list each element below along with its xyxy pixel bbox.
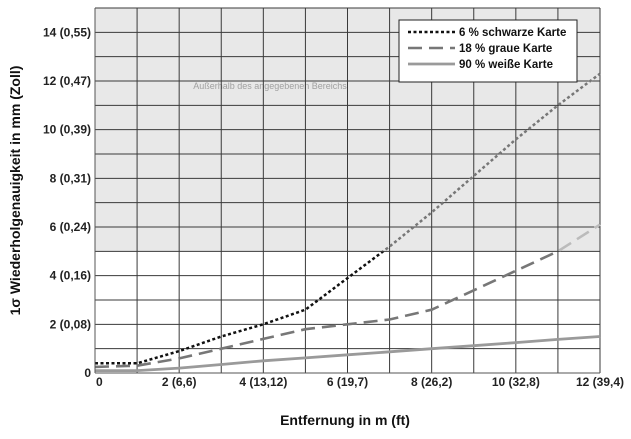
x-axis-title: Entfernung in m (ft) [280,412,410,428]
x-tick-label: 8 (26,2) [411,375,452,389]
y-tick-label: 2 (0,08) [50,317,91,331]
x-tick-label: 10 (32,8) [492,375,540,389]
grid [94,7,601,374]
y-tick-label: 6 (0,24) [50,220,91,234]
shaded-region-label: Außerhalb des angegebenen Bereichs [193,81,347,91]
legend-label: 6 % schwarze Karte [459,27,566,39]
series-lines [94,72,601,372]
x-tick-label: 4 (13,12) [239,375,287,389]
series-line [381,72,601,252]
legend-label: 90 % weiße Karte [459,59,553,71]
legend: 6 % schwarze Karte 18 % graue Karte 90 % w… [398,19,578,83]
y-tick-label: 8 (0,31) [50,171,91,185]
y-tick-label: 14 (0,55) [43,25,91,39]
y-tick-label: 12 (0,47) [43,74,91,88]
series-line [95,335,601,372]
series-line [95,251,386,365]
x-tick-label: 2 (6,6) [162,375,197,389]
x-tick-label: 0 [96,375,103,389]
y-tick-label: 4 (0,16) [50,269,91,283]
y-tick-label: 10 (0,39) [43,123,91,137]
legend-label: 18 % graue Karte [459,43,552,55]
x-tick-label: 6 (19,7) [327,375,368,389]
y-tick-label: 0 [84,366,91,380]
x-tick-labels: 0 2 (6,6) 4 (13,12) 6 (19,7) 8 (26,2) 10 (32,… [96,375,624,389]
series-line [94,251,561,369]
y-tick-labels: 0 2 (0,08) 4 (0,16) 6 (0,24) 8 (0,31) 10 (0,3… [43,25,91,380]
x-tick-label: 12 (39,4) [576,375,624,389]
y-axis-title: 1σ Wiederholgenauigkeit in mm (Zoll) [7,66,23,316]
legend-box [398,19,578,83]
